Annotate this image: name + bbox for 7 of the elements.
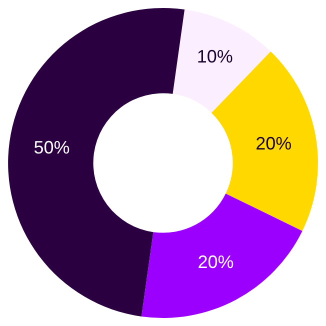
donut-slice	[141, 194, 302, 318]
donut-slice	[172, 10, 271, 113]
data-label: 10%	[196, 46, 233, 67]
data-label: 20%	[256, 133, 292, 154]
data-label: 50%	[34, 137, 70, 158]
donut-slice	[8, 8, 185, 316]
data-label: 20%	[198, 252, 234, 272]
